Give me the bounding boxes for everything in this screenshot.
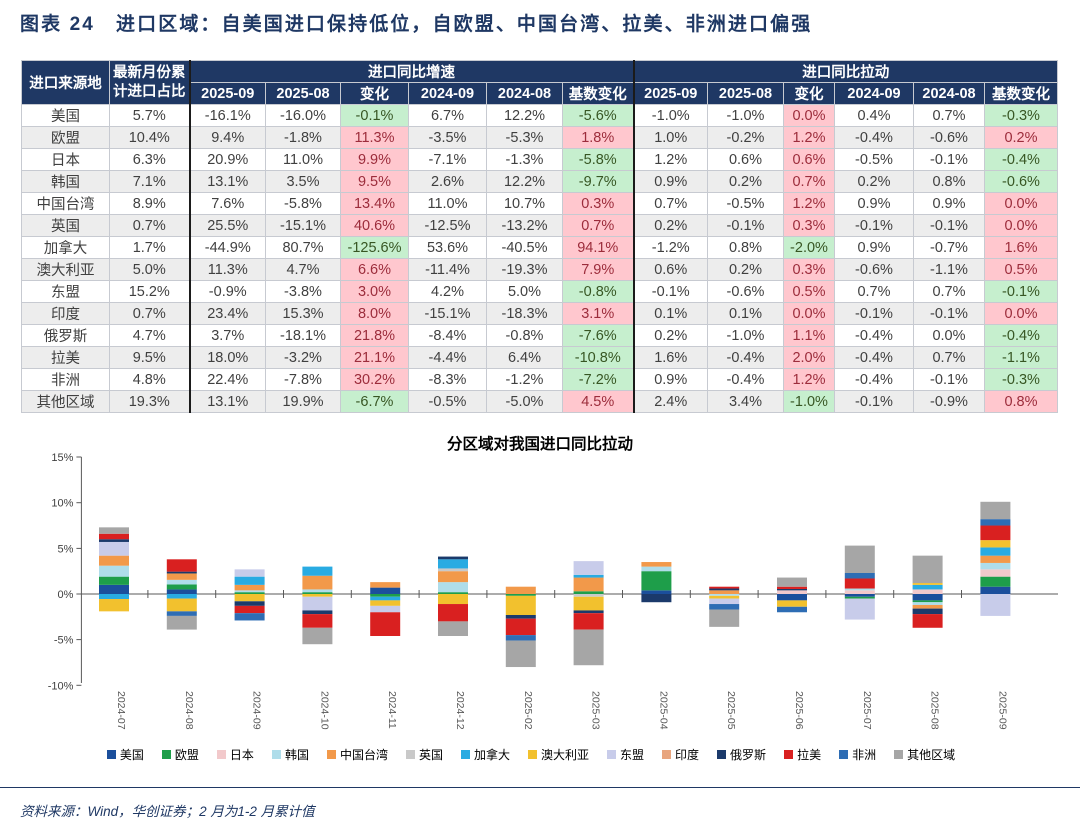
svg-text:15%: 15% xyxy=(51,452,73,464)
svg-text:2024-08: 2024-08 xyxy=(183,691,195,730)
svg-text:2025-04: 2025-04 xyxy=(657,691,669,730)
svg-text:-5%: -5% xyxy=(54,635,74,647)
svg-text:2025-06: 2025-06 xyxy=(793,691,805,730)
svg-text:5%: 5% xyxy=(57,543,73,555)
svg-text:2024-11: 2024-11 xyxy=(386,691,398,729)
svg-text:-10%: -10% xyxy=(48,680,74,692)
svg-text:2025-03: 2025-03 xyxy=(590,691,602,730)
svg-text:2025-09: 2025-09 xyxy=(996,691,1008,730)
svg-text:10%: 10% xyxy=(51,498,73,510)
svg-text:2024-07: 2024-07 xyxy=(115,691,127,730)
svg-text:2025-07: 2025-07 xyxy=(861,691,873,730)
svg-text:2025-02: 2025-02 xyxy=(522,691,534,730)
svg-text:2025-08: 2025-08 xyxy=(929,691,941,730)
svg-text:2024-12: 2024-12 xyxy=(454,691,466,730)
svg-text:2024-10: 2024-10 xyxy=(318,691,330,730)
svg-text:2025-05: 2025-05 xyxy=(725,691,737,730)
svg-text:2024-09: 2024-09 xyxy=(251,691,263,730)
svg-text:0%: 0% xyxy=(57,589,73,601)
